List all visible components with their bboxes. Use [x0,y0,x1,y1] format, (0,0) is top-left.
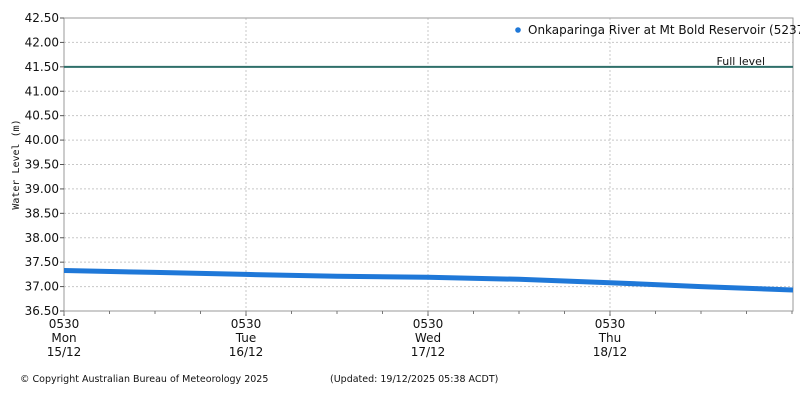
y-tick-label-11: 37.00 [25,280,59,294]
y-axis-label: Water Level (m) [11,119,22,209]
grid-lines [63,17,793,312]
y-tick-label-1: 42.00 [25,35,59,49]
x-tick-label-0-2: Mon [51,331,76,345]
x-axis-ticks: 0530Mon15/120530Tue16/120530Wed17/120530… [47,311,793,359]
reference-line-label-0: Full level [717,55,765,68]
y-tick-label-6: 39.50 [25,158,59,172]
y-tick-label-7: 39.00 [25,182,59,196]
x-tick-label-0-3: 15/12 [47,345,82,359]
y-tick-label-12: 36.50 [25,304,59,318]
y-tick-label-9: 38.00 [25,231,59,245]
y-tick-label-3: 41.00 [25,84,59,98]
footer-updated-time: (Updated: 19/12/2025 05:38 ACDT) [330,374,499,385]
x-tick-label-3-3: 18/12 [593,345,628,359]
x-tick-label-1-3: 16/12 [229,345,264,359]
x-tick-label-2-3: 17/12 [411,345,446,359]
x-tick-label-2-1: 0530 [413,317,444,331]
x-tick-label-3-1: 0530 [595,317,626,331]
y-tick-label-5: 40.00 [25,133,59,147]
y-tick-label-4: 40.50 [25,109,59,123]
reference-lines: Full level [64,55,793,68]
legend-label: Onkaparinga River at Mt Bold Reservoir (… [528,23,800,37]
x-tick-label-2-2: Wed [415,331,441,345]
x-tick-label-3-2: Thu [598,331,622,345]
footer-copyright: © Copyright Australian Bureau of Meteoro… [20,374,269,385]
y-tick-label-10: 37.50 [25,255,59,269]
x-tick-label-1-2: Tue [235,331,257,345]
y-tick-label-8: 38.50 [25,206,59,220]
y-tick-label-0: 42.50 [25,11,59,25]
series-group [63,268,794,293]
series-line-0 [63,268,794,293]
y-tick-label-2: 41.50 [25,60,59,74]
y-axis-ticks: 42.50 42.00 41.50 41.00 40.50 40.00 39.50 39.00… [25,11,64,318]
legend: Onkaparinga River at Mt Bold Reservoir (… [515,23,800,37]
x-tick-label-1-1: 0530 [231,317,262,331]
x-tick-label-0-1: 0530 [49,317,80,331]
legend-marker [515,27,521,33]
